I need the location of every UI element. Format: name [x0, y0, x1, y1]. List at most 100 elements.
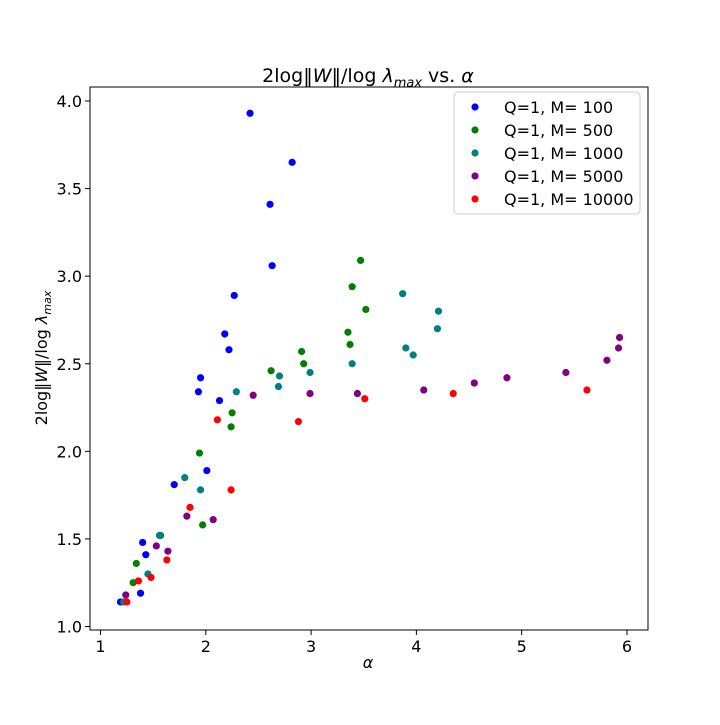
legend: Q=1, M= 100 Q=1, M= 500 Q=1, M= 1000 Q=1, M… [453, 91, 641, 215]
legend-marker [471, 172, 479, 180]
y-tick-label: 3.5 [57, 180, 82, 199]
plot-area: 1 2 3 4 5 6 1.0 1.5 2.0 2.5 3.0 3.5 4.0 [57, 86, 649, 656]
x-tick-label: 5 [517, 637, 527, 656]
legend-marker [471, 126, 479, 134]
data-point [196, 486, 205, 494]
y-axis-label: 2log‖W‖/log λmax [32, 290, 54, 425]
legend-marker [471, 103, 479, 111]
y-tick-label: 3.0 [57, 267, 82, 286]
data-point [348, 283, 356, 291]
x-tick-label: 2 [201, 637, 211, 656]
data-point [470, 379, 478, 387]
legend-marker [471, 195, 479, 203]
data-point [562, 368, 570, 377]
data-point [203, 467, 211, 475]
y-tick-label: 2.5 [57, 355, 82, 374]
data-point [402, 344, 410, 352]
data-point [225, 346, 233, 354]
data-point [294, 417, 303, 426]
data-point [183, 512, 191, 520]
data-point [503, 374, 511, 382]
data-point [298, 347, 306, 356]
data-point [123, 598, 131, 606]
data-point [583, 386, 591, 394]
series-1 [116, 109, 296, 606]
legend-box [453, 91, 641, 215]
x-tick-label: 4 [411, 637, 421, 656]
data-point [362, 305, 370, 314]
legend-label: Q=1, M= 500 [504, 121, 613, 140]
x-tick-label: 6 [622, 637, 632, 656]
data-point [603, 356, 611, 364]
data-point [399, 290, 407, 298]
data-point [209, 516, 217, 524]
data-point [420, 386, 428, 394]
data-point [139, 538, 147, 547]
data-point [268, 262, 276, 270]
data-point [196, 374, 205, 382]
data-point [164, 547, 172, 555]
data-point [306, 368, 314, 377]
data-point [346, 340, 354, 349]
data-point [155, 531, 164, 540]
data-point [170, 481, 178, 489]
data-point [344, 328, 352, 336]
data-point [306, 389, 314, 398]
x-axis-label: α [363, 653, 374, 672]
data-point [221, 330, 229, 338]
data-point [614, 344, 623, 352]
data-point [230, 291, 238, 300]
data-point [122, 591, 130, 599]
data-point [361, 395, 369, 403]
legend-marker [471, 149, 479, 157]
data-point [142, 551, 150, 559]
data-point [228, 409, 236, 417]
legend-label: Q=1, M= 5000 [504, 167, 623, 186]
series-2 [129, 256, 370, 587]
data-point [227, 486, 235, 494]
y-tick-label: 2.0 [57, 442, 82, 461]
data-point [409, 351, 417, 359]
plot-frame [89, 86, 649, 631]
x-tick-label: 3 [306, 637, 316, 656]
legend-label: Q=1, M= 100 [504, 98, 613, 117]
y-tick-label: 1.5 [57, 530, 82, 549]
data-point [232, 388, 240, 396]
y-tick-label: 1.0 [57, 617, 82, 636]
data-point [213, 416, 221, 424]
data-point [194, 388, 203, 396]
data-point [147, 573, 155, 582]
data-point [195, 449, 204, 457]
data-point [249, 391, 257, 399]
data-point [348, 360, 356, 368]
data-point [266, 200, 274, 208]
data-point [136, 589, 145, 597]
data-point [152, 542, 160, 550]
data-point [275, 372, 284, 380]
data-point [300, 360, 308, 368]
data-point [246, 109, 254, 117]
y-tick-label: 4.0 [57, 92, 82, 111]
data-point [227, 423, 235, 431]
data-point [353, 389, 362, 398]
data-point [132, 559, 140, 568]
data-point [199, 521, 207, 529]
data-point [215, 396, 224, 405]
data-point [186, 503, 194, 511]
data-point [267, 367, 275, 375]
series-5 [123, 386, 591, 606]
data-point [134, 577, 143, 585]
legend-label: Q=1, M= 1000 [504, 144, 623, 163]
data-point [433, 325, 442, 333]
legend-label: Q=1, M= 10000 [504, 190, 634, 209]
data-point [181, 474, 189, 482]
data-point [163, 556, 171, 564]
data-point [615, 333, 624, 342]
data-point [274, 382, 283, 391]
data-point [434, 307, 443, 315]
data-point [288, 158, 296, 166]
data-point [449, 389, 457, 398]
data-point [356, 256, 365, 265]
